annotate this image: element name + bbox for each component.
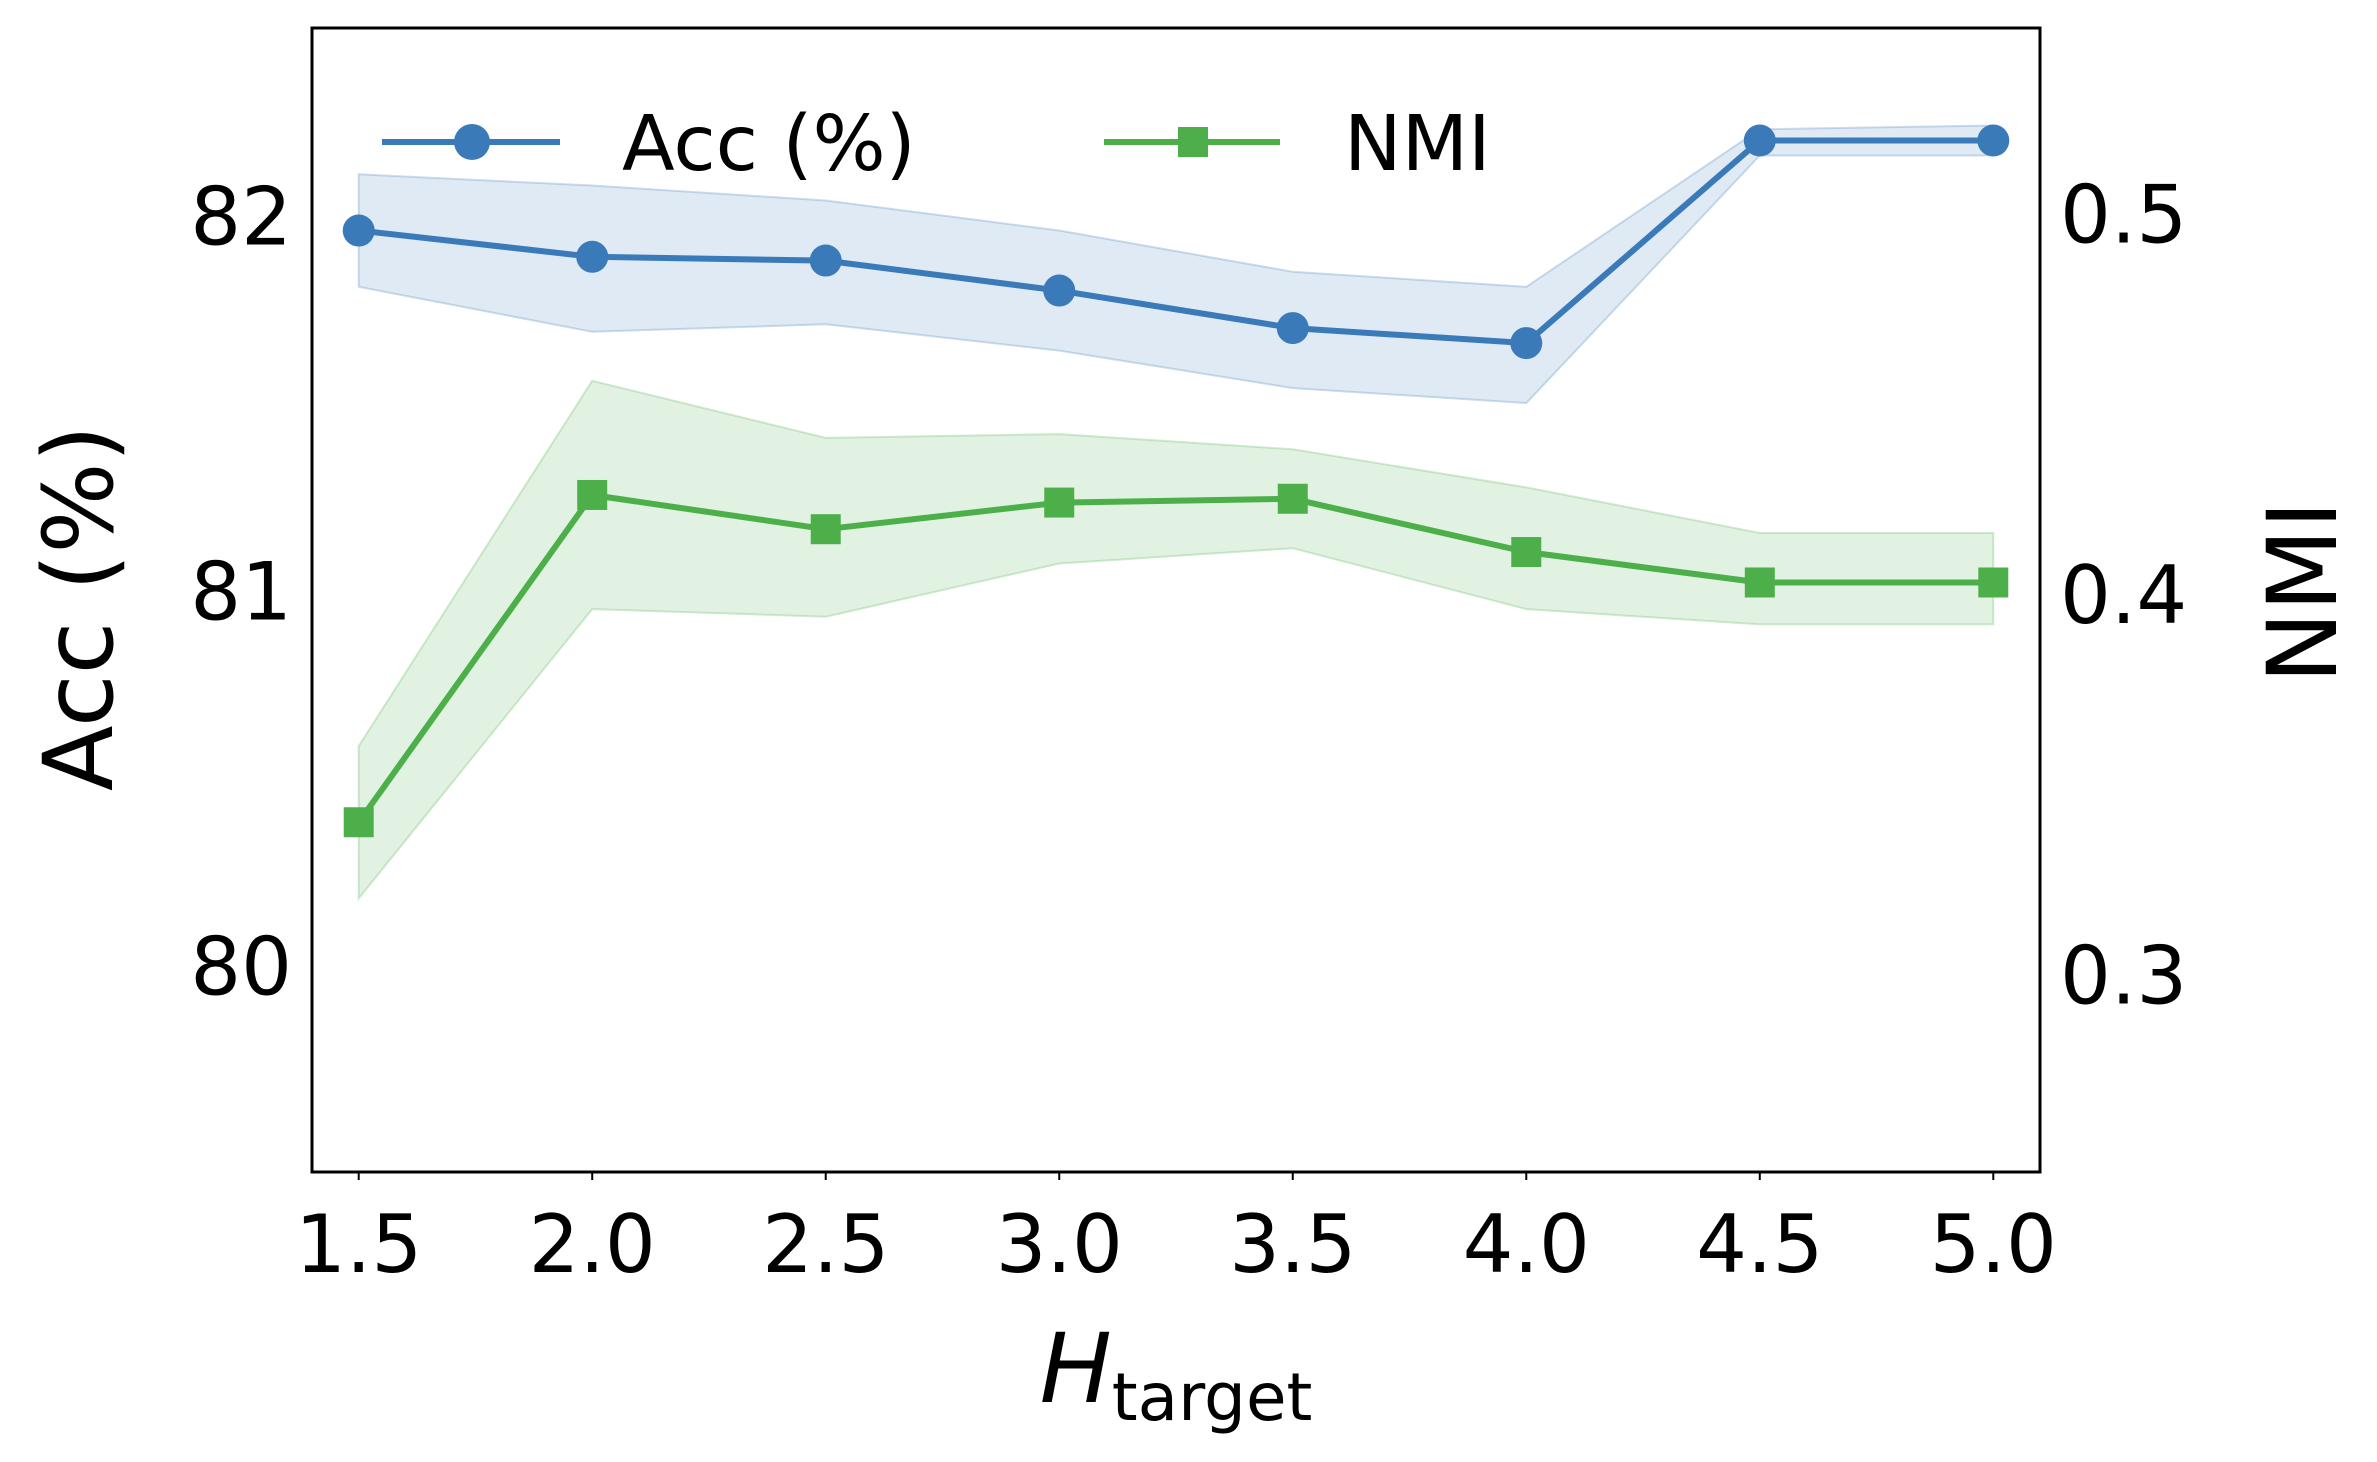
right-tick-label: 0.4: [2060, 549, 2187, 642]
nmi-point: [343, 807, 374, 838]
series-markers: [342, 124, 2010, 838]
x-tick-label: 1.5: [295, 1198, 422, 1291]
x-tick-label: 4.5: [1696, 1198, 1823, 1291]
right-tick-label: 0.5: [2060, 168, 2187, 261]
acc-point: [1510, 327, 1543, 360]
acc-line: [358, 137, 1994, 347]
x-tick-label: 2.5: [762, 1198, 889, 1291]
left-tick-label: 82: [190, 171, 292, 264]
nmi-point: [1511, 537, 1542, 568]
left-tick-label: 81: [190, 546, 292, 639]
acc-point: [1276, 312, 1309, 345]
x-tick-label: 3.5: [1229, 1198, 1356, 1291]
x-tick-label: 2.0: [529, 1198, 656, 1291]
left-axis-title: Acc (%): [23, 425, 135, 791]
legend: Acc (%) NMI: [382, 100, 1491, 189]
acc-point: [809, 244, 842, 277]
nmi-point: [577, 479, 608, 510]
x-axis-title: Htarget: [1040, 1313, 1313, 1436]
acc-point: [576, 240, 609, 273]
acc-point: [1977, 124, 2010, 157]
x-axis-title-main: H: [1040, 1313, 1112, 1425]
right-axis-ticks: 0.3 0.4 0.5: [2060, 168, 2187, 1022]
legend-acc-label: Acc (%): [622, 100, 916, 189]
x-tick-label: 4.0: [1463, 1198, 1590, 1291]
nmi-point: [810, 514, 841, 545]
acc-point: [1043, 274, 1076, 307]
left-tick-label: 80: [190, 921, 292, 1014]
plot-frame: [310, 26, 2042, 1174]
nmi-line: [356, 492, 1994, 825]
x-axis-title-subscript: target: [1112, 1359, 1313, 1436]
x-tick-label: 5.0: [1930, 1198, 2057, 1291]
nmi-point: [1044, 487, 1075, 518]
nmi-point: [1277, 483, 1308, 514]
nmi-point: [1978, 567, 2009, 598]
left-axis-ticks: 80 81 82: [190, 171, 292, 1014]
acc-point: [1743, 124, 1776, 157]
nmi-band: [357, 379, 1995, 902]
acc-point: [342, 214, 375, 247]
right-axis-title: NMI: [2247, 501, 2359, 684]
legend-nmi-marker: [1178, 127, 1208, 157]
right-tick-label: 0.3: [2060, 929, 2187, 1022]
legend-nmi-label: NMI: [1344, 100, 1491, 189]
x-axis-ticks: 1.5 2.0 2.5 3.0 3.5 4.0 4.5 5.0: [295, 1172, 2057, 1291]
legend-acc-marker: [454, 124, 490, 160]
x-tick-label: 3.0: [996, 1198, 1123, 1291]
series-lines: [356, 137, 1994, 825]
nmi-point: [1744, 567, 1775, 598]
